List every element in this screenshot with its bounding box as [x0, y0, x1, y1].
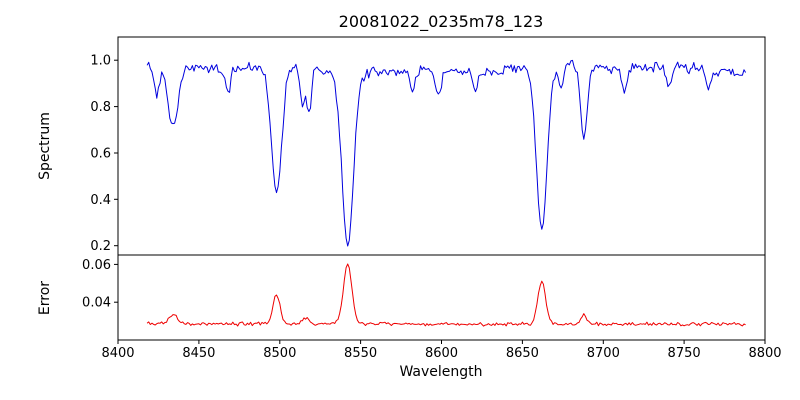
spectrum-y-tick-label: 0.6 — [90, 147, 111, 162]
x-tick-label: 8600 — [425, 346, 458, 361]
error-y-tick-label: 0.04 — [82, 296, 111, 311]
x-tick-label: 8700 — [587, 346, 620, 361]
x-tick-label: 8400 — [101, 346, 134, 361]
error-panel-border — [117, 254, 766, 341]
spectrum-line — [146, 59, 747, 247]
x-axis-label: Wavelength — [399, 364, 482, 380]
x-tick-label: 8500 — [263, 346, 296, 361]
spectrum-y-axis-label: Spectrum — [37, 112, 53, 180]
error-y-tick-label: 0.06 — [82, 258, 111, 273]
x-tick-label: 8650 — [506, 346, 539, 361]
spectrum-y-tick-label: 0.8 — [90, 100, 111, 115]
spectrum-y-tick-label: 1.0 — [90, 54, 111, 69]
x-tick-label: 8450 — [182, 346, 215, 361]
error-y-axis-label: Error — [37, 281, 53, 315]
x-tick-label: 8550 — [344, 346, 377, 361]
plot-ticks: 0.2 0.4 0.6 0.8 1.0 0.04 0.06 8400 8450 8500 8550 8… — [82, 54, 782, 361]
error-line — [146, 263, 746, 327]
x-tick-label: 8750 — [668, 346, 701, 361]
chart-title: 20081022_0235m78_123 — [339, 12, 544, 32]
plot-content — [146, 59, 747, 327]
spectrum-y-tick-label: 0.2 — [90, 239, 111, 254]
spectrum-panel-border — [117, 36, 766, 256]
x-tick-label: 8800 — [748, 346, 781, 361]
spectrum-y-tick-label: 0.4 — [90, 193, 111, 208]
